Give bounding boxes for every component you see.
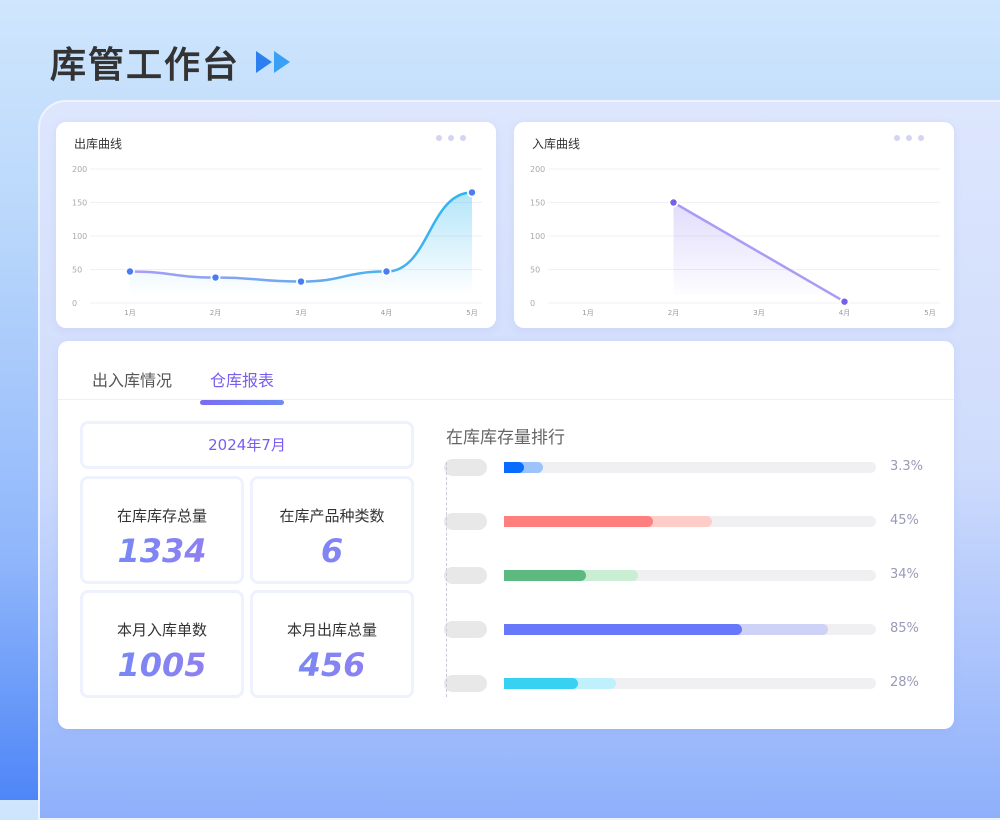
x-tick-label: 1月: [124, 309, 135, 317]
tab-divider: [58, 399, 954, 400]
series-line: [129, 191, 473, 283]
ranking-track: [504, 462, 876, 473]
x-tick-label: 5月: [924, 309, 935, 317]
stat-value: 1005: [83, 646, 241, 684]
data-point: [670, 199, 677, 206]
y-tick-label: 50: [72, 266, 82, 275]
ranking-title: 在库库存量排行: [446, 428, 565, 448]
report-date[interactable]: 2024年7月: [80, 421, 414, 469]
ranking-label-placeholder: [444, 459, 487, 476]
series-line: [672, 201, 846, 303]
data-point: [841, 298, 848, 305]
stat-label: 在库产品种类数: [279, 507, 385, 525]
stat-label: 本月入库单数: [116, 621, 207, 639]
stat-month-inbound: 本月入库单数 1005: [80, 590, 244, 698]
ranking-percent: 85%: [890, 621, 919, 636]
in-chart-card: 入库曲线 0 50 100 150 200 1月 2月 3月 4月 5月: [514, 122, 954, 328]
x-tick-label: 3月: [295, 309, 306, 317]
ranking-track: [504, 570, 876, 581]
ranking-track: [504, 516, 876, 527]
ranking-percent: 3.3%: [890, 459, 924, 474]
y-tick-label: 50: [530, 266, 540, 275]
ranking-row: 45%: [444, 513, 924, 531]
x-tick-label: 1月: [582, 309, 593, 317]
y-tick-label: 100: [530, 232, 545, 241]
ranking-bar-primary: [504, 624, 743, 635]
page-title: 库管工作台: [50, 36, 292, 88]
stat-label: 本月出库总量: [286, 621, 377, 639]
tab-inout[interactable]: 出入库情况: [92, 371, 173, 390]
in-chart-title: 入库曲线: [532, 137, 581, 151]
ranking-row: 34%: [444, 567, 924, 585]
ranking-percent: 28%: [890, 675, 919, 690]
x-tick-label: 2月: [210, 309, 221, 317]
page-title-text: 库管工作台: [50, 45, 241, 86]
y-tick-label: 100: [72, 232, 87, 241]
tab-warehouse-report[interactable]: 仓库报表: [200, 367, 285, 405]
y-tick-label: 200: [530, 165, 545, 174]
ranking-bar-primary: [504, 678, 579, 689]
stat-label: 在库库存总量: [116, 507, 207, 525]
more-dots-icon[interactable]: [894, 135, 924, 141]
stat-value: 456: [253, 646, 411, 684]
ranking-label-placeholder: [444, 513, 487, 530]
out-chart-title: 出库曲线: [74, 137, 123, 151]
stat-value: 6: [253, 532, 411, 570]
x-tick-label: 4月: [381, 309, 392, 317]
y-tick-label: 0: [72, 299, 77, 308]
ranking-row: 28%: [444, 675, 924, 693]
ranking-row: 3.3%: [444, 459, 924, 477]
y-tick-label: 200: [72, 165, 87, 174]
baseline-divider: [446, 462, 447, 697]
ranking-bar-primary: [504, 516, 653, 527]
x-tick-label: 5月: [466, 309, 477, 317]
y-tick-label: 0: [530, 299, 535, 308]
in-chart: 0 50 100 150 200 1月 2月 3月 4月 5月: [530, 165, 940, 317]
report-card: 出入库情况 仓库报表 2024年7月 在库库存总量 1334 在库产品种类数 6 本…: [58, 341, 954, 729]
area-fill: [130, 192, 472, 295]
more-dots-icon[interactable]: [436, 135, 466, 141]
ranking-label-placeholder: [444, 675, 487, 692]
x-tick-label: 4月: [839, 309, 850, 317]
x-tick-label: 2月: [668, 309, 679, 317]
tab-bar: 出入库情况 仓库报表: [92, 367, 285, 405]
data-point: [297, 278, 305, 285]
ranking-track: [504, 624, 876, 635]
stat-total-stock: 在库库存总量 1334: [80, 476, 244, 584]
double-chevron-right-icon: [256, 51, 292, 73]
ranking-label-placeholder: [444, 621, 487, 638]
data-point: [468, 189, 476, 196]
out-chart-card: 出库曲线 0 50 100 150 200 1月 2月 3月 4月 5月: [56, 122, 496, 328]
stat-month-outbound: 本月出库总量 456: [250, 590, 414, 698]
ranking-track: [504, 678, 876, 689]
stat-product-types: 在库产品种类数 6: [250, 476, 414, 584]
ranking-bar-primary: [504, 570, 586, 581]
ranking-percent: 45%: [890, 513, 919, 528]
ranking-row: 85%: [444, 621, 924, 639]
out-chart: 0 50 100 150 200 1月 2月 3月 4月 5月: [72, 165, 482, 317]
ranking-bar-primary: [504, 462, 525, 473]
data-point: [126, 268, 134, 275]
data-point: [212, 274, 219, 281]
data-point: [383, 268, 390, 275]
stat-value: 1334: [83, 532, 241, 570]
ranking-label-placeholder: [444, 567, 487, 584]
y-tick-label: 150: [530, 199, 545, 208]
ranking-percent: 34%: [890, 567, 919, 582]
y-tick-label: 150: [72, 199, 87, 208]
x-tick-label: 3月: [753, 309, 764, 317]
